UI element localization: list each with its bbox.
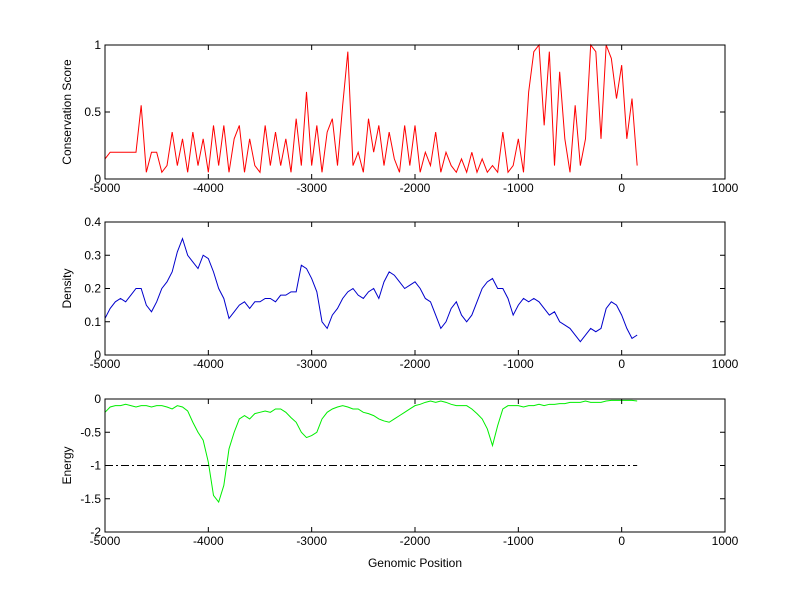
x-tick-label: -5000 [90, 357, 121, 371]
y-tick-label: 0.4 [84, 215, 101, 229]
x-tick-label: 1000 [712, 181, 739, 195]
axes: -5000 -4000 -3000 -2000 -1000 0 1000 0 0.5 1 Conse… [60, 38, 739, 195]
y-tick-label: 0.1 [84, 315, 101, 329]
axes: -5000 -4000 -3000 -2000 -1000 0 1000 0 0.1 0.2 0.3… [60, 215, 739, 371]
y-tick-label: -1 [90, 459, 101, 473]
plot-area [105, 45, 725, 179]
plot-area [105, 222, 725, 355]
x-tick-label: 0 [618, 534, 625, 548]
x-tick-label: 0 [618, 181, 625, 195]
y-tick-label: 0 [94, 348, 101, 362]
x-tick-label: -2000 [400, 534, 431, 548]
x-tick-label: -3000 [296, 357, 327, 371]
axes: -5000 -4000 -3000 -2000 -1000 0 1000 -2 -1.5 -1 -0… [60, 392, 739, 570]
x-tick-label: -3000 [296, 181, 327, 195]
x-tick-label: 0 [618, 357, 625, 371]
y-tick-label: 0.5 [84, 105, 101, 119]
x-tick-label: -1000 [503, 534, 534, 548]
x-axis-label: Genomic Position [368, 556, 462, 570]
x-tick-label: -3000 [296, 534, 327, 548]
y-axis-label: Energy [60, 446, 74, 484]
y-tick-label: 0.2 [84, 282, 101, 296]
y-tick-label: -2 [90, 525, 101, 539]
y-tick-label: 0 [94, 172, 101, 186]
data-line [104, 43, 638, 174]
data-line [104, 237, 638, 343]
x-tick-label: -2000 [400, 181, 431, 195]
y-tick-label: 1 [94, 38, 101, 52]
data-line [104, 399, 638, 504]
x-tick-label: 1000 [712, 357, 739, 371]
x-tick-label: -2000 [400, 357, 431, 371]
x-tick-label: -4000 [193, 181, 224, 195]
x-tick-label: -4000 [193, 357, 224, 371]
x-tick-label: -5000 [90, 534, 121, 548]
x-tick-label: -1000 [503, 181, 534, 195]
y-axis-label: Conservation Score [60, 59, 74, 165]
x-tick-label: -1000 [503, 357, 534, 371]
y-tick-label: 0.3 [84, 248, 101, 262]
x-tick-label: 1000 [712, 534, 739, 548]
y-tick-label: 0 [94, 392, 101, 406]
y-axis-label: Density [60, 268, 74, 308]
x-tick-label: -5000 [90, 181, 121, 195]
y-tick-label: -1.5 [80, 492, 101, 506]
y-tick-label: -0.5 [80, 425, 101, 439]
x-tick-label: -4000 [193, 534, 224, 548]
